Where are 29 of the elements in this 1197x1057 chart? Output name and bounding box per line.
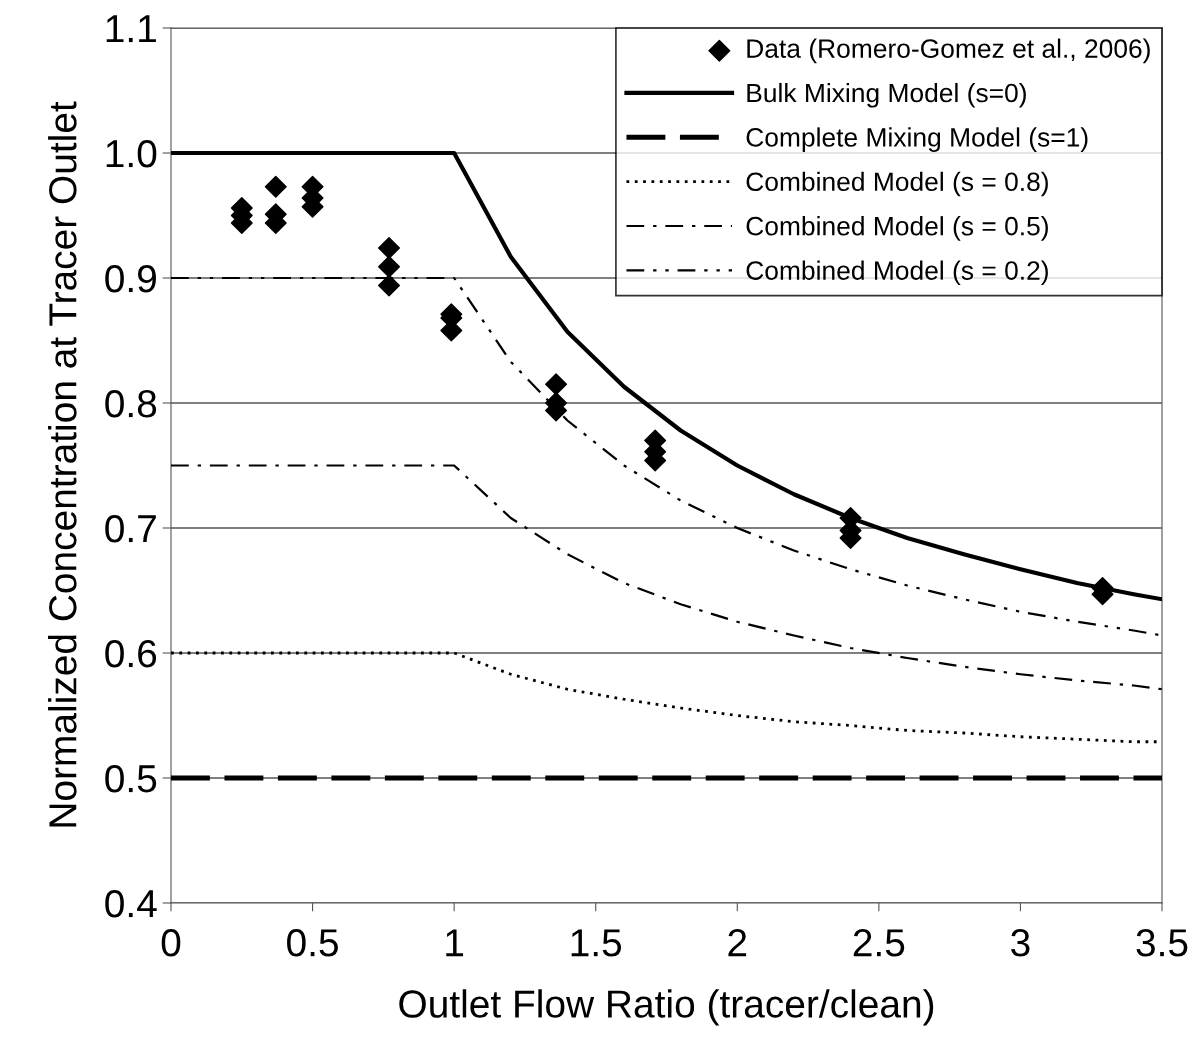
x-tick-label: 3 bbox=[1011, 929, 1030, 957]
x-axis-title: Outlet Flow Ratio (tracer/clean) bbox=[399, 989, 934, 1026]
legend-label: Combined Model (s = 0.5) bbox=[746, 216, 1048, 241]
point bbox=[378, 274, 401, 297]
legend-label: Combined Model (s = 0.2) bbox=[746, 260, 1048, 286]
point bbox=[545, 373, 568, 396]
y-tick-label: 0.9 bbox=[105, 264, 156, 293]
legend-label: Combined Model (s = 0.8) bbox=[746, 171, 1048, 197]
y-axis-title: Normalized Concentration at Tracer Outlet bbox=[48, 101, 77, 827]
y-tick-label: 1.1 bbox=[106, 15, 156, 43]
y-tick-label: 0.6 bbox=[105, 639, 157, 668]
legend-label: Complete Mixing Model (s=1) bbox=[746, 127, 1088, 152]
x-tick-label: 0.5 bbox=[287, 929, 338, 957]
y-tick-label: 0.4 bbox=[105, 889, 157, 918]
x-tick-label: 1 bbox=[446, 929, 464, 957]
point bbox=[378, 255, 401, 278]
y-tick-label: 1.0 bbox=[106, 139, 157, 168]
y-tick-label: 0.7 bbox=[105, 514, 156, 543]
x-tick-label: 0 bbox=[161, 929, 181, 957]
legend-label: Bulk Mixing Model (s=0) bbox=[747, 82, 1026, 108]
x-tick-label: 2 bbox=[728, 929, 747, 957]
x-tick-label: 2.5 bbox=[853, 929, 905, 957]
point bbox=[264, 175, 287, 198]
x-tick-label: 1.5 bbox=[571, 929, 622, 957]
y-tick-label: 0.5 bbox=[105, 764, 157, 793]
legend-label: Data (Romero-Gomez et al., 2006) bbox=[747, 38, 1150, 64]
point bbox=[378, 237, 401, 259]
x-tick-label: 3.5 bbox=[1136, 929, 1188, 957]
y-tick-label: 0.8 bbox=[105, 389, 157, 418]
